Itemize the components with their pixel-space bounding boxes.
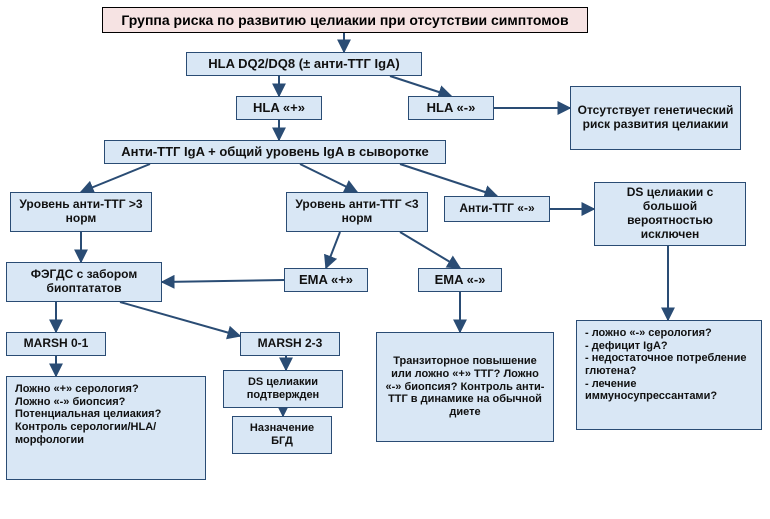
edge-hla_test-hla_neg xyxy=(390,76,451,96)
node-ema-pos: EMA «+» xyxy=(284,268,368,292)
node-fegds: ФЭГДС с забором биоптататов xyxy=(6,262,162,302)
node-ds-confirmed: DS целиакии подтвержден xyxy=(223,370,343,408)
edge-attg_lo-ema_neg xyxy=(400,232,460,268)
node-marsh01: MARSH 0-1 xyxy=(6,332,106,356)
node-ds-excluded: DS целиакии с большой вероятностью исклю… xyxy=(594,182,746,246)
edge-ema_pos-fegds xyxy=(162,280,284,282)
node-marsh23: MARSH 2-3 xyxy=(240,332,340,356)
node-left-questions: Ложно «+» серология? Ложно «-» биопсия? … xyxy=(6,376,206,480)
edge-attg_lo-ema_pos xyxy=(326,232,340,268)
edge-fegds-marsh23 xyxy=(120,302,240,336)
title-box: Группа риска по развитию целиакии при от… xyxy=(102,7,588,33)
edge-attg_iga-attg_hi xyxy=(81,164,150,192)
node-hla-pos: HLA «+» xyxy=(236,96,322,120)
node-ema-neg: EMA «-» xyxy=(418,268,502,292)
edge-attg_iga-attg_lo xyxy=(300,164,357,192)
node-bgd: Назначение БГД xyxy=(232,416,332,454)
node-attg-iga: Анти-ТТГ IgA + общий уровень IgA в сывор… xyxy=(104,140,446,164)
node-no-risk: Отсутствует генетический риск развития ц… xyxy=(570,86,741,150)
node-attg-neg: Анти-ТТГ «-» xyxy=(444,196,550,222)
node-transient: Транзиторное повышение или ложно «+» ТТГ… xyxy=(376,332,554,442)
node-attg-high: Уровень анти-ТТГ >3 норм xyxy=(10,192,152,232)
node-hla-test: HLA DQ2/DQ8 (± анти-ТТГ IgA) xyxy=(186,52,422,76)
node-hla-neg: HLA «-» xyxy=(408,96,494,120)
node-right-questions: - ложно «-» серология? - дефицит IgA? - … xyxy=(576,320,762,430)
node-attg-low: Уровень анти-ТТГ <3 норм xyxy=(286,192,428,232)
